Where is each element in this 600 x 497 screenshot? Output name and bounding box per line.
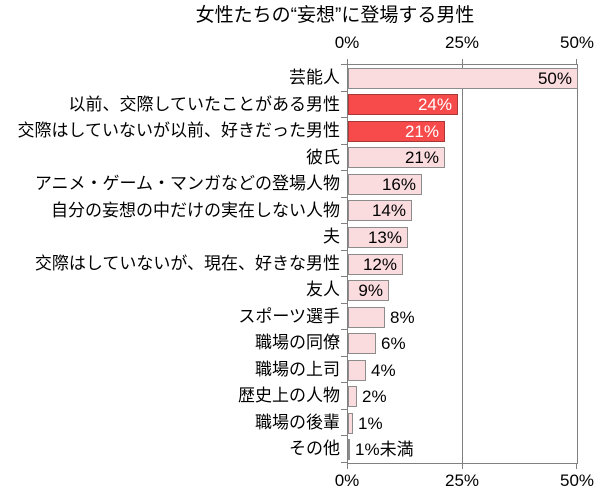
category-axis-tick (341, 144, 347, 145)
category-label: 交際はしていないが以前、好きだった男性 (17, 121, 341, 140)
plot-area: 50% 24% 21% 21% 16% 14% 13% 12% 9% 8% 6% 4% 2% 1% 1%未満 (347, 64, 578, 464)
bar-value: 6% (381, 334, 406, 353)
category-label: 芸能人 (289, 68, 340, 87)
category-axis-tick (341, 435, 347, 436)
top-axis-tick (347, 59, 348, 64)
bar-value: 1%未満 (355, 440, 414, 459)
category-axis-tick (341, 117, 347, 118)
category-label: スポーツ選手 (238, 307, 340, 326)
category-axis-tick (341, 64, 347, 65)
category-axis-tick (341, 250, 347, 251)
bottom-axis-tick (347, 464, 348, 469)
bar-value: 21% (404, 148, 439, 167)
category-label: アニメ・ゲーム・マンガなどの登場人物 (34, 174, 340, 193)
bar-value: 4% (371, 361, 396, 380)
category-label: その他 (289, 439, 340, 458)
bar (348, 386, 357, 407)
category-axis-tick (341, 382, 347, 383)
category-label: 彼氏 (306, 148, 340, 167)
category-axis-tick (341, 356, 347, 357)
bar: 12% (348, 254, 403, 275)
top-axis-tick-label-0: 0% (334, 33, 360, 52)
bar: 14% (348, 200, 412, 221)
bar: 13% (348, 227, 408, 248)
category-axis-tick (341, 197, 347, 198)
category-label: 自分の妄想の中だけの実在しない人物 (51, 201, 340, 220)
chart-title: 女性たちの“妄想”に登場する男性 (195, 5, 475, 26)
bottom-axis-tick-label-50: 50% (559, 471, 595, 490)
top-axis-tick-label-25: 25% (444, 33, 480, 52)
gridline-25% (462, 65, 463, 463)
bar: 21% (348, 121, 445, 142)
bar (348, 413, 353, 434)
top-axis-tick (462, 59, 463, 64)
category-axis-tick (341, 170, 347, 171)
bar: 9% (348, 280, 389, 301)
category-label: 交際はしていないが、現在、好きな男性 (34, 254, 340, 273)
category-label: 職場の同僚 (255, 333, 340, 352)
top-axis-tick-label-50: 50% (559, 33, 595, 52)
bottom-axis-tick (576, 464, 577, 469)
category-label: 歴史上の人物 (238, 386, 340, 405)
gridline-50% (577, 65, 578, 463)
bar: 21% (348, 147, 445, 168)
category-axis-tick (341, 303, 347, 304)
category-axis-tick (341, 91, 347, 92)
category-axis: 芸能人以前、交際していたことがある男性交際はしていないが以前、好きだった男性彼氏… (17, 68, 341, 458)
category-label: 職場の上司 (255, 360, 340, 379)
bar-value: 13% (367, 228, 402, 247)
category-axis-tick (341, 329, 347, 330)
bar-value: 8% (390, 308, 415, 327)
bar: 50% (348, 68, 578, 89)
bar-value: 9% (358, 281, 383, 300)
bar (348, 439, 350, 460)
bar (348, 333, 376, 354)
bottom-axis-tick (462, 464, 463, 469)
bar-value: 21% (404, 122, 439, 141)
category-label: 職場の後輩 (255, 413, 340, 432)
bottom-axis-tick-label-0: 0% (334, 471, 360, 490)
bar-value: 16% (381, 175, 416, 194)
category-label: 友人 (306, 280, 340, 299)
bar: 16% (348, 174, 422, 195)
bottom-axis-tick-label-25: 25% (444, 471, 480, 490)
bar (348, 360, 366, 381)
category-axis-tick (341, 223, 347, 224)
category-axis-tick (341, 276, 347, 277)
bar-value: 12% (362, 255, 397, 274)
bar-value: 50% (537, 69, 572, 88)
bar-value: 1% (358, 414, 383, 433)
bar: 24% (348, 94, 458, 115)
bar-value: 2% (362, 387, 387, 406)
top-axis-tick (576, 59, 577, 64)
bar (348, 307, 385, 328)
bar-value: 24% (417, 95, 452, 114)
category-label: 夫 (323, 227, 340, 246)
bar-value: 14% (371, 201, 406, 220)
category-axis-tick (341, 409, 347, 410)
category-axis-tick (341, 462, 347, 463)
category-label: 以前、交際していたことがある男性 (68, 95, 341, 114)
